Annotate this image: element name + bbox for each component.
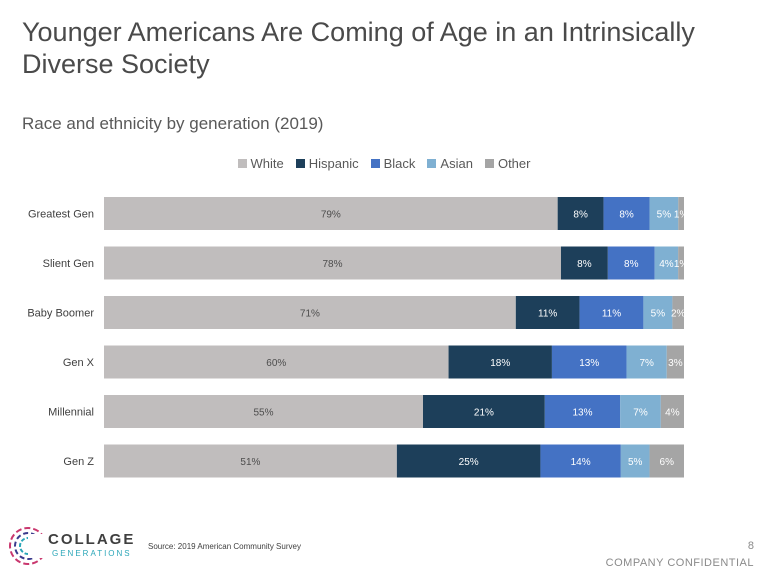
data-label: 11% (538, 309, 557, 320)
data-label: 4% (665, 408, 680, 419)
data-label: 25% (459, 457, 479, 468)
logo-subtext: GENERATIONS (52, 549, 132, 558)
bar-segment-white (104, 246, 561, 280)
bar-segment-hispanic (560, 246, 608, 280)
legend-item-white: White (237, 156, 284, 171)
bar-segment-hispanic (515, 296, 580, 329)
bar-segment-white (104, 395, 423, 428)
data-label: 3% (668, 358, 683, 369)
category-label: Baby Boomer (27, 308, 94, 320)
data-label: 6% (660, 457, 675, 468)
legend-item-other: Other (484, 156, 531, 171)
legend-label: Asian (440, 156, 473, 171)
data-label: 13% (579, 358, 599, 369)
data-label: 13% (572, 408, 592, 419)
data-label: 11% (602, 309, 621, 320)
data-label: 55% (253, 408, 273, 419)
bar-segment-hispanic (396, 444, 541, 478)
data-label: 18% (490, 358, 510, 369)
collage-logo-icon (9, 527, 48, 565)
data-label: 8% (619, 210, 634, 221)
chart-legend: White Hispanic Black Asian Other (0, 156, 768, 171)
legend-swatch (295, 159, 305, 168)
slide-title: Younger Americans Are Coming of Age in a… (22, 17, 695, 79)
bar-segment-white (104, 197, 558, 230)
data-label: 8% (624, 259, 639, 270)
legend-item-asian: Asian (427, 156, 473, 171)
bar-segment-hispanic (557, 197, 604, 230)
data-label: 51% (240, 457, 260, 468)
data-label: 7% (633, 408, 648, 419)
stacked-bar-chart: Greatest Gen 79% 8% 8% 5% 1%Slient Gen 78% 8% 8%… (27, 197, 689, 478)
legend-swatch (237, 159, 247, 168)
category-label: Millennial (48, 407, 94, 419)
data-label: 8% (577, 259, 592, 270)
data-label: 4% (659, 259, 674, 270)
category-label: Slient Gen (43, 258, 94, 270)
bar-segment-other (678, 197, 684, 230)
bar-segment-asian (643, 296, 673, 329)
bar-segment-hispanic (423, 395, 545, 428)
legend-label: White (250, 156, 284, 171)
data-label: 5% (651, 309, 666, 320)
data-label: 2% (671, 309, 686, 320)
legend-swatch (427, 159, 437, 168)
bar-segment-white (104, 296, 516, 329)
bar-segment-asian (620, 444, 650, 478)
bar-segment-black (607, 246, 655, 280)
data-label: 79% (321, 210, 341, 221)
confidential-label: COMPANY CONFIDENTIAL (605, 557, 754, 569)
bar-segment-other (649, 444, 684, 478)
bar-segment-other (678, 246, 684, 280)
legend-label: Hispanic (308, 156, 359, 171)
bar-segment-black (579, 296, 644, 329)
data-label: 60% (266, 358, 286, 369)
legend-swatch (484, 159, 494, 168)
data-label: 78% (322, 259, 342, 270)
legend-label: Other (497, 156, 531, 171)
bar-segment-black (540, 444, 621, 478)
bar-segment-asian (654, 246, 679, 280)
category-label: Gen Z (63, 456, 94, 468)
legend-item-hispanic: Hispanic (295, 156, 359, 171)
data-label: 5% (628, 457, 643, 468)
bar-segment-white (104, 444, 397, 478)
bar-segment-hispanic (448, 345, 552, 379)
logo-wordmark: COLLAGE (48, 531, 136, 548)
bar-segment-other (660, 395, 684, 428)
bar-segment-other (666, 345, 684, 379)
legend-item-black: Black (370, 156, 416, 171)
bar-segment-white (104, 345, 449, 379)
category-label: Greatest Gen (28, 209, 94, 221)
bar-segment-asian (620, 395, 661, 428)
data-label: 71% (300, 309, 320, 320)
data-label: 8% (573, 210, 588, 221)
source-note: Source: 2019 American Community Survey (148, 542, 301, 551)
bar-segment-asian (626, 345, 667, 379)
data-label: 5% (657, 210, 672, 221)
bar-segment-asian (649, 197, 679, 230)
bar-segment-black (544, 395, 621, 428)
category-label: Gen X (63, 357, 95, 369)
bar-segment-other (672, 296, 684, 329)
data-label: 1% (674, 259, 689, 270)
legend-swatch (370, 159, 380, 168)
data-label: 1% (674, 210, 689, 221)
page-number: 8 (747, 540, 754, 552)
data-label: 14% (571, 457, 591, 468)
legend-label: Black (383, 156, 416, 171)
bar-segment-black (551, 345, 627, 379)
chart-subtitle: Race and ethnicity by generation (2019) (22, 114, 324, 133)
data-label: 21% (474, 408, 494, 419)
bar-segment-black (603, 197, 650, 230)
data-label: 7% (639, 358, 654, 369)
